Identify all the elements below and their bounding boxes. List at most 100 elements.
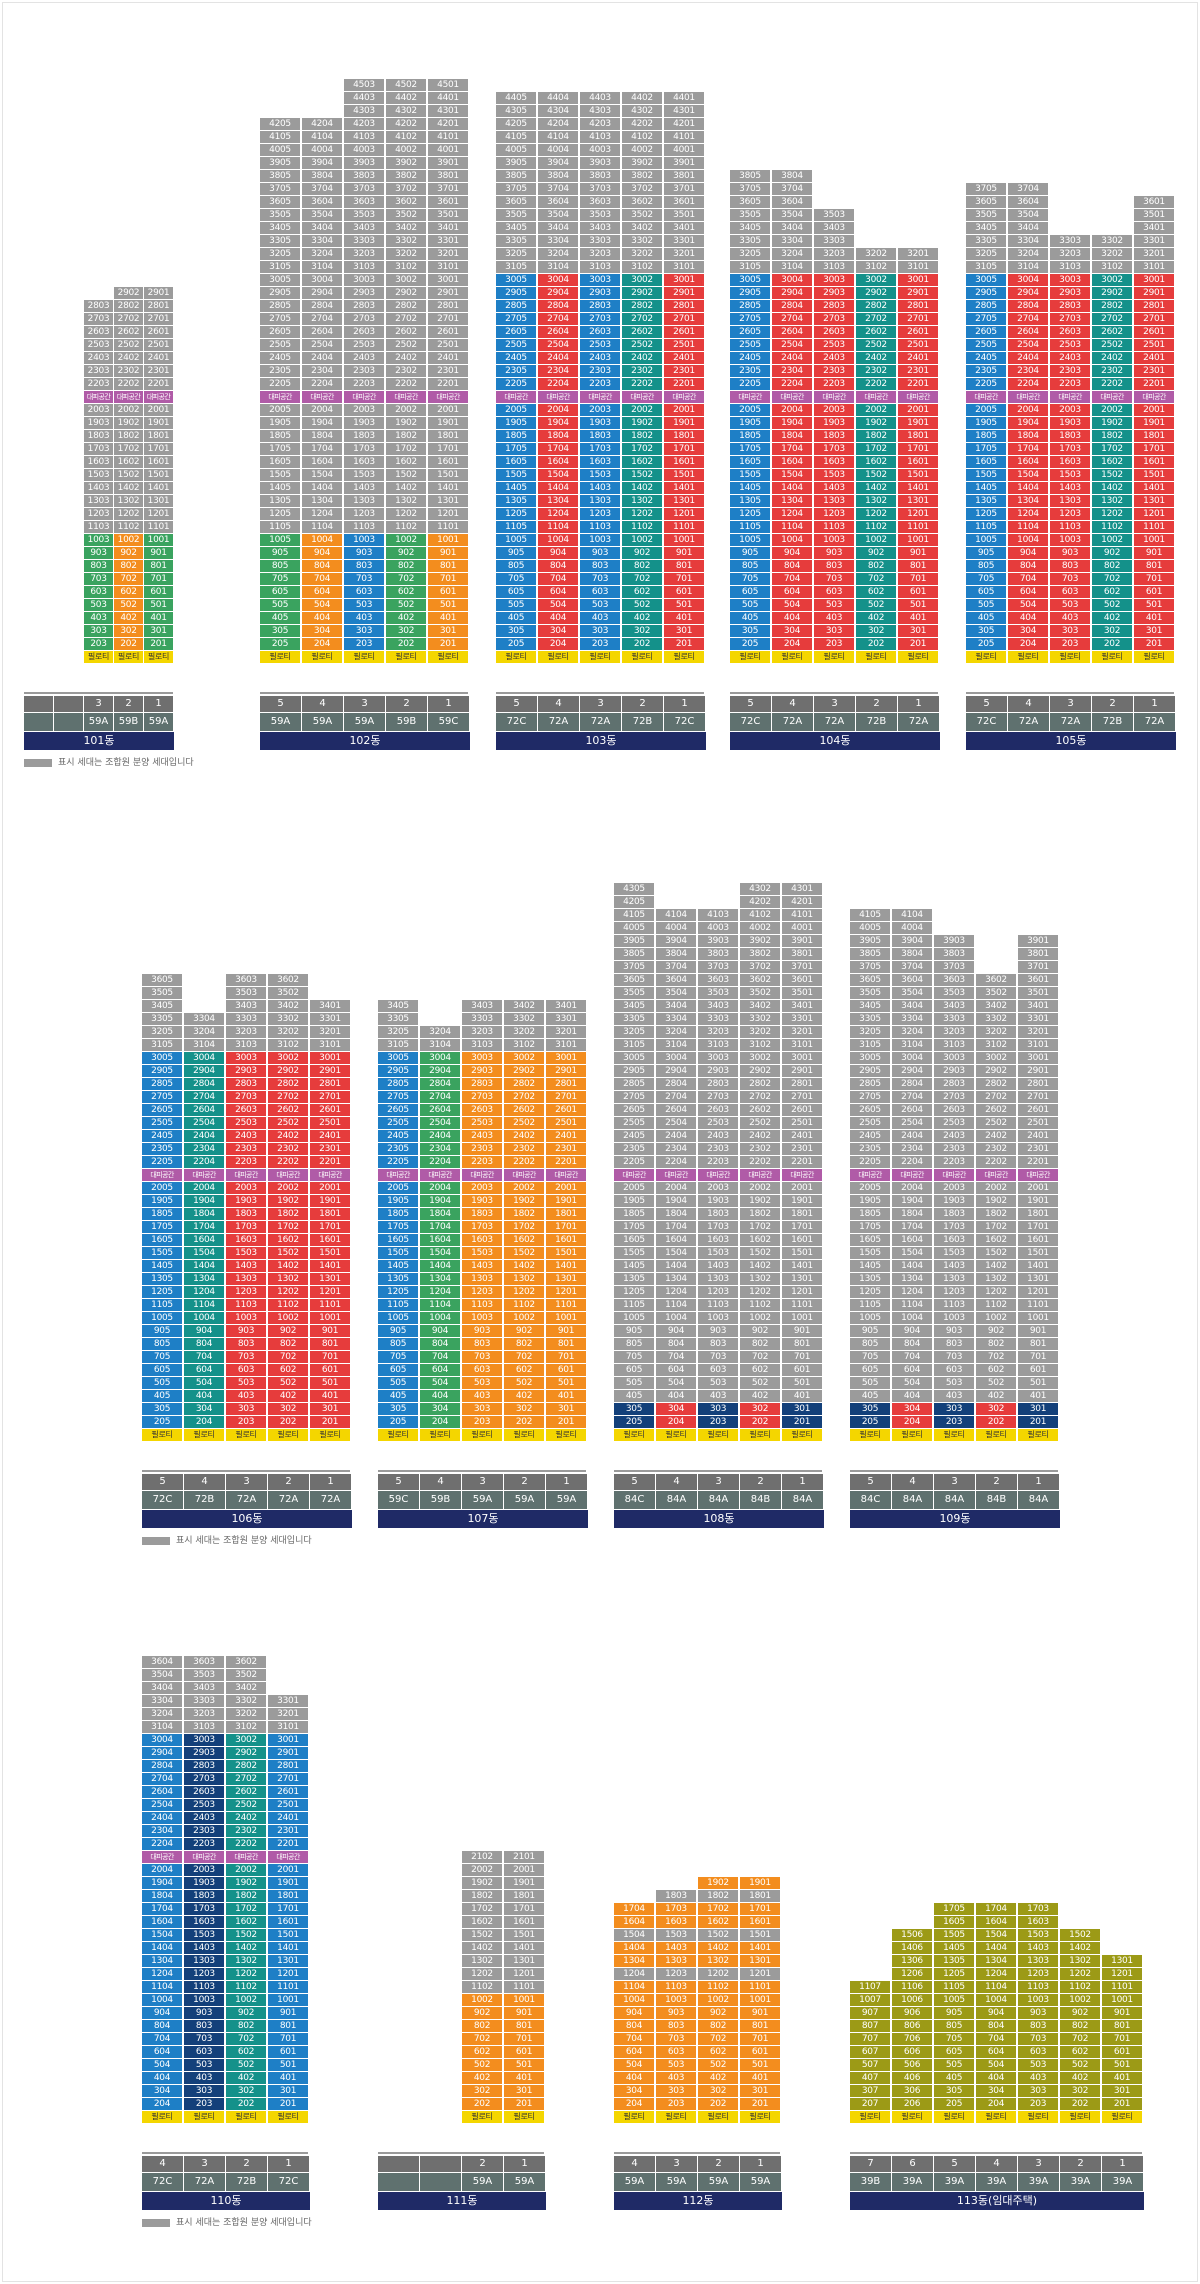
- unit-cell[interactable]: 2305: [850, 1143, 890, 1155]
- unit-cell[interactable]: 2204: [142, 1838, 182, 1850]
- unit-cell[interactable]: 2503: [698, 1117, 738, 1129]
- unit-cell[interactable]: 2003: [184, 1864, 224, 1876]
- unit-cell[interactable]: 대피공간: [428, 391, 468, 403]
- unit-cell[interactable]: 1202: [268, 1286, 308, 1298]
- unit-cell[interactable]: 605: [378, 1364, 418, 1376]
- unit-cell[interactable]: 3003: [344, 274, 384, 286]
- unit-cell[interactable]: 504: [892, 1377, 932, 1389]
- unit-cell[interactable]: 504: [538, 599, 578, 611]
- unit-cell[interactable]: 1301: [1134, 495, 1174, 507]
- unit-cell[interactable]: 2301: [664, 365, 704, 377]
- unit-cell[interactable]: 1303: [1050, 495, 1090, 507]
- unit-cell[interactable]: 804: [892, 1338, 932, 1350]
- unit-cell[interactable]: 2403: [84, 352, 113, 364]
- unit-cell[interactable]: 603: [698, 1364, 738, 1376]
- unit-cell[interactable]: 901: [782, 1325, 822, 1337]
- unit-cell[interactable]: 3802: [740, 948, 780, 960]
- unit-cell[interactable]: 1802: [1092, 430, 1132, 442]
- unit-cell[interactable]: 3102: [386, 261, 426, 273]
- unit-cell[interactable]: 1804: [184, 1208, 224, 1220]
- unit-cell[interactable]: 3603: [344, 196, 384, 208]
- unit-cell[interactable]: 1301: [782, 1273, 822, 1285]
- unit-cell[interactable]: 604: [142, 2046, 182, 2058]
- unit-cell[interactable]: 1703: [344, 443, 384, 455]
- unit-cell[interactable]: 2404: [142, 1812, 182, 1824]
- unit-cell[interactable]: 203: [580, 638, 620, 650]
- unit-cell[interactable]: 2202: [976, 1156, 1016, 1168]
- unit-cell[interactable]: 2901: [1134, 287, 1174, 299]
- unit-cell[interactable]: 1801: [664, 430, 704, 442]
- unit-cell[interactable]: 2603: [226, 1104, 266, 1116]
- unit-cell[interactable]: 1201: [1018, 1286, 1058, 1298]
- unit-cell[interactable]: 303: [84, 625, 113, 637]
- unit-cell[interactable]: 4204: [538, 118, 578, 130]
- unit-cell[interactable]: 201: [664, 638, 704, 650]
- unit-cell[interactable]: 3105: [260, 261, 300, 273]
- unit-cell[interactable]: 4102: [622, 131, 662, 143]
- unit-cell[interactable]: 1401: [898, 482, 938, 494]
- unit-cell[interactable]: 2805: [614, 1078, 654, 1090]
- unit-cell[interactable]: 502: [504, 1377, 544, 1389]
- unit-cell[interactable]: 704: [772, 573, 812, 585]
- unit-cell[interactable]: 701: [782, 1351, 822, 1363]
- unit-cell[interactable]: 3303: [814, 235, 854, 247]
- unit-cell[interactable]: 3803: [344, 170, 384, 182]
- unit-cell[interactable]: 3203: [934, 1026, 974, 1038]
- unit-cell[interactable]: 1403: [84, 482, 113, 494]
- unit-cell[interactable]: 2002: [504, 1182, 544, 1194]
- unit-cell[interactable]: 2401: [310, 1130, 350, 1142]
- unit-cell[interactable]: 1403: [934, 1260, 974, 1272]
- unit-cell[interactable]: 2401: [898, 352, 938, 364]
- unit-cell[interactable]: 1201: [268, 1968, 308, 1980]
- unit-cell[interactable]: 2503: [84, 339, 113, 351]
- unit-cell[interactable]: 2802: [386, 300, 426, 312]
- unit-cell[interactable]: 3904: [892, 935, 932, 947]
- unit-cell[interactable]: 303: [344, 625, 384, 637]
- unit-cell[interactable]: 903: [1018, 2007, 1058, 2019]
- unit-cell[interactable]: 2205: [730, 378, 770, 390]
- unit-cell[interactable]: 905: [966, 547, 1006, 559]
- unit-cell[interactable]: 202: [226, 2098, 266, 2110]
- unit-cell[interactable]: 2602: [226, 1786, 266, 1798]
- unit-cell[interactable]: 2202: [856, 378, 896, 390]
- unit-cell[interactable]: 3803: [934, 948, 974, 960]
- unit-cell[interactable]: 2701: [664, 313, 704, 325]
- unit-cell[interactable]: 1305: [966, 495, 1006, 507]
- unit-cell[interactable]: 2301: [898, 365, 938, 377]
- unit-cell[interactable]: 2404: [538, 352, 578, 364]
- unit-cell[interactable]: 3102: [976, 1039, 1016, 1051]
- unit-cell[interactable]: 1003: [698, 1312, 738, 1324]
- unit-cell[interactable]: 501: [546, 1377, 586, 1389]
- unit-cell[interactable]: 2001: [1134, 404, 1174, 416]
- unit-cell[interactable]: 1905: [496, 417, 536, 429]
- unit-cell[interactable]: 1802: [114, 430, 143, 442]
- unit-cell[interactable]: 701: [1102, 2033, 1142, 2045]
- unit-cell[interactable]: 1701: [898, 443, 938, 455]
- unit-cell[interactable]: 502: [622, 599, 662, 611]
- unit-cell[interactable]: 3805: [614, 948, 654, 960]
- unit-cell[interactable]: 1104: [1008, 521, 1048, 533]
- unit-cell[interactable]: 대피공간: [144, 391, 173, 403]
- unit-cell[interactable]: 3205: [966, 248, 1006, 260]
- unit-cell[interactable]: 902: [114, 547, 143, 559]
- unit-cell[interactable]: 3901: [664, 157, 704, 169]
- unit-cell[interactable]: 2702: [622, 313, 662, 325]
- unit-cell[interactable]: 2801: [144, 300, 173, 312]
- unit-cell[interactable]: 1702: [976, 1221, 1016, 1233]
- unit-cell[interactable]: 1201: [1134, 508, 1174, 520]
- unit-cell[interactable]: 1205: [966, 508, 1006, 520]
- unit-cell[interactable]: 1402: [386, 482, 426, 494]
- unit-cell[interactable]: 1905: [614, 1195, 654, 1207]
- unit-cell[interactable]: 2704: [420, 1091, 460, 1103]
- unit-cell[interactable]: 1604: [142, 1916, 182, 1928]
- unit-cell[interactable]: 3305: [496, 235, 536, 247]
- unit-cell[interactable]: 2801: [1134, 300, 1174, 312]
- unit-cell[interactable]: 2502: [976, 1117, 1016, 1129]
- unit-cell[interactable]: 601: [1018, 1364, 1058, 1376]
- unit-cell[interactable]: 1002: [740, 1312, 780, 1324]
- unit-cell[interactable]: 2705: [378, 1091, 418, 1103]
- unit-cell[interactable]: 202: [1060, 2098, 1100, 2110]
- unit-cell[interactable]: 2705: [966, 313, 1006, 325]
- unit-cell[interactable]: 603: [580, 586, 620, 598]
- unit-cell[interactable]: 2303: [84, 365, 113, 377]
